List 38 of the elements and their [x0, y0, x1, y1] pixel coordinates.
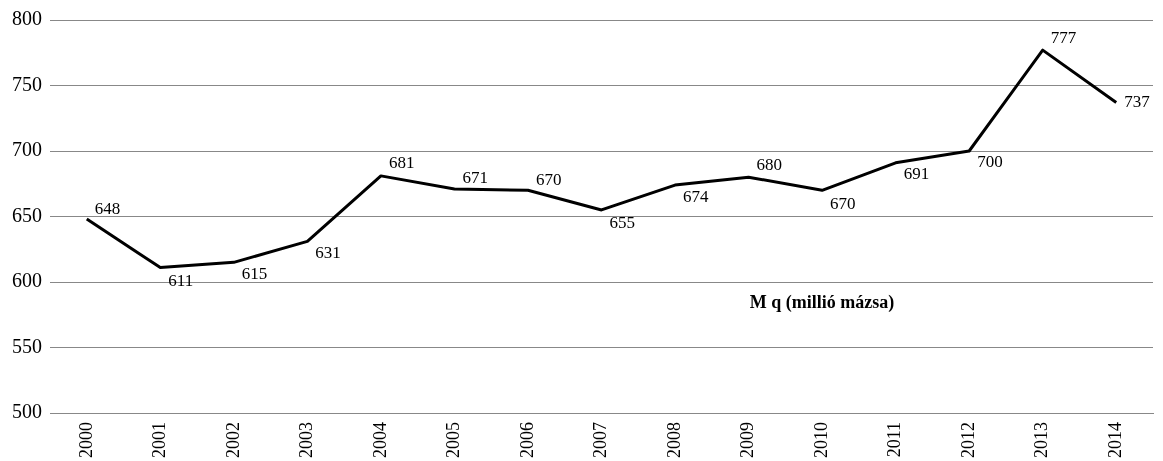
data-label: 700 [977, 152, 1003, 172]
x-tick-label: 2007 [590, 422, 611, 458]
x-tick-label: 2009 [737, 422, 758, 458]
data-label: 681 [388, 153, 415, 173]
data-label: 611 [168, 271, 194, 291]
data-label: 631 [315, 242, 341, 262]
x-tick-label: 2012 [957, 422, 978, 458]
x-tick-label: 2005 [443, 422, 464, 458]
x-tick-label: 2001 [149, 422, 170, 458]
data-label: 680 [756, 154, 783, 174]
x-tick-label: 2014 [1104, 422, 1125, 458]
x-tick-label: 2010 [810, 422, 831, 458]
data-label: 674 [683, 186, 710, 206]
data-label: 655 [609, 213, 635, 233]
x-tick-label: 2008 [663, 422, 684, 458]
x-tick-label: 2003 [296, 422, 317, 458]
data-label: 777 [1050, 27, 1077, 47]
data-label: 648 [94, 198, 121, 218]
x-tick-label: 2011 [884, 422, 905, 458]
y-tick-label: 700 [12, 138, 42, 161]
x-tick-label: 2004 [369, 422, 390, 458]
x-tick-label: 2013 [1031, 422, 1052, 458]
x-tick-label: 2006 [516, 422, 537, 458]
annotation: M q (millió mázsa) [749, 291, 895, 313]
data-label: 691 [903, 164, 930, 184]
y-tick-label: 500 [12, 400, 42, 423]
data-label: 671 [462, 168, 488, 188]
y-tick-label: 750 [12, 72, 42, 95]
y-tick-label: 800 [12, 7, 42, 30]
y-tick-label: 550 [12, 334, 42, 357]
data-label: 615 [241, 263, 268, 283]
x-tick-label: 2002 [222, 422, 243, 458]
y-tick-label: 600 [12, 269, 42, 292]
data-label: 670 [535, 169, 562, 189]
data-label: 737 [1124, 92, 1151, 111]
x-tick-label: 2000 [75, 422, 96, 458]
y-tick-label: 650 [12, 203, 42, 226]
data-label: 670 [830, 193, 856, 213]
